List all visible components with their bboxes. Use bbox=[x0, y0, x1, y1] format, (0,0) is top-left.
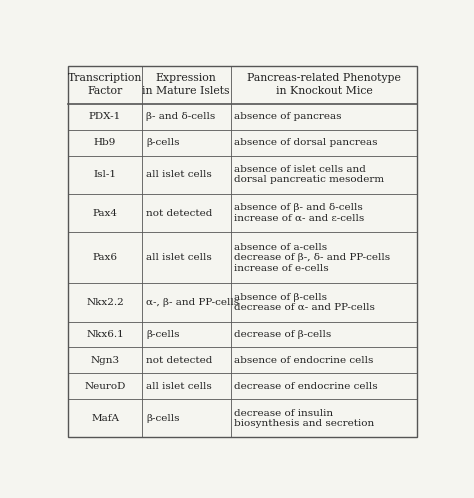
Text: decrease of endocrine cells: decrease of endocrine cells bbox=[234, 381, 378, 390]
Text: absence of endocrine cells: absence of endocrine cells bbox=[234, 356, 374, 365]
Text: absence of pancreas: absence of pancreas bbox=[234, 113, 342, 122]
Text: Nkx6.1: Nkx6.1 bbox=[86, 330, 124, 339]
Text: all islet cells: all islet cells bbox=[146, 381, 212, 390]
Text: β-cells: β-cells bbox=[146, 138, 180, 147]
Text: not detected: not detected bbox=[146, 356, 212, 365]
Text: not detected: not detected bbox=[146, 209, 212, 218]
Text: Transcription
Factor: Transcription Factor bbox=[68, 73, 142, 96]
Text: β- and δ-cells: β- and δ-cells bbox=[146, 113, 215, 122]
Text: decrease of β-cells: decrease of β-cells bbox=[234, 330, 332, 339]
Text: all islet cells: all islet cells bbox=[146, 253, 212, 262]
Text: absence of dorsal pancreas: absence of dorsal pancreas bbox=[234, 138, 378, 147]
Text: Hb9: Hb9 bbox=[94, 138, 116, 147]
Text: decrease of insulin
biosynthesis and secretion: decrease of insulin biosynthesis and sec… bbox=[234, 408, 374, 428]
Text: MafA: MafA bbox=[91, 414, 119, 423]
Text: β-cells: β-cells bbox=[146, 414, 180, 423]
Text: β-cells: β-cells bbox=[146, 330, 180, 339]
Text: Nkx2.2: Nkx2.2 bbox=[86, 298, 124, 307]
Text: Pax4: Pax4 bbox=[92, 209, 118, 218]
Text: Ngn3: Ngn3 bbox=[91, 356, 119, 365]
Text: Pax6: Pax6 bbox=[92, 253, 118, 262]
Text: Expression
in Mature Islets: Expression in Mature Islets bbox=[143, 73, 230, 96]
Text: absence of β-cells
decrease of α- and PP-cells: absence of β-cells decrease of α- and PP… bbox=[234, 293, 375, 312]
Text: NeuroD: NeuroD bbox=[84, 381, 126, 390]
Text: α-, β- and PP-cells: α-, β- and PP-cells bbox=[146, 298, 239, 307]
Text: PDX-1: PDX-1 bbox=[89, 113, 121, 122]
Text: all islet cells: all islet cells bbox=[146, 170, 212, 179]
Text: absence of a-cells
decrease of β-, δ- and PP-cells
increase of e-cells: absence of a-cells decrease of β-, δ- an… bbox=[234, 243, 391, 272]
Text: Pancreas-related Phenotype
in Knockout Mice: Pancreas-related Phenotype in Knockout M… bbox=[247, 73, 401, 96]
Text: absence of β- and δ-cells
increase of α- and ε-cells: absence of β- and δ-cells increase of α-… bbox=[234, 203, 365, 223]
Text: Isl-1: Isl-1 bbox=[93, 170, 117, 179]
Text: absence of islet cells and
dorsal pancreatic mesoderm: absence of islet cells and dorsal pancre… bbox=[234, 165, 384, 184]
